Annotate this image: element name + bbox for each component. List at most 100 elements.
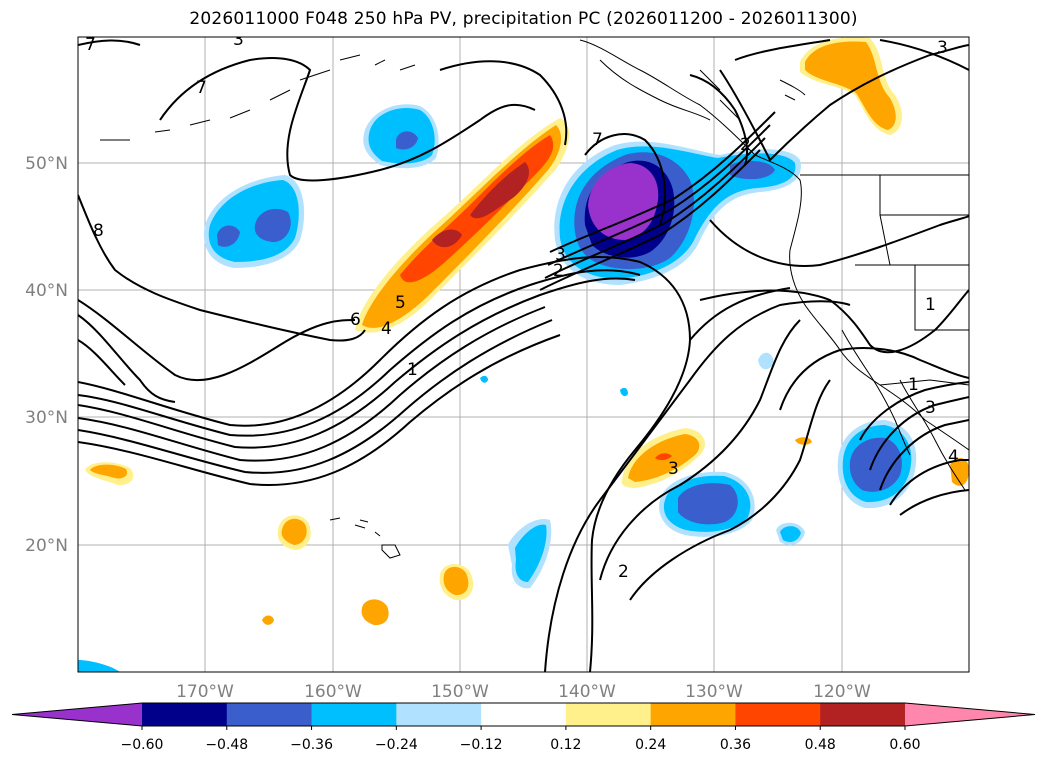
pv-contour-6 [78, 334, 561, 486]
colorbar-segment [311, 703, 397, 726]
lon-label: 170°W [176, 682, 234, 702]
pv-contour-east-trough1 [544, 300, 851, 672]
precip-neg-small-4 [78, 660, 120, 672]
pv-contour-east-trough2 [599, 319, 801, 581]
precip-pos-small-2b [443, 566, 469, 596]
pv-contour-2 [78, 269, 641, 437]
precip-pos-small-w-b [90, 464, 128, 479]
pv-label: 4 [381, 319, 392, 339]
precip-pos-small-1b [281, 518, 307, 545]
precip-neg-blob-060 [588, 163, 659, 240]
pv-label: 1 [925, 295, 936, 315]
precip-pos-band-048b [432, 229, 462, 248]
pv-label: 1 [908, 375, 919, 395]
precip-pos-small-4 [795, 437, 812, 445]
precip-pos-small-3 [361, 599, 389, 626]
colorbar-segment [226, 703, 313, 726]
precip-neg-nw1d [217, 225, 240, 247]
pv-label: 3 [233, 30, 244, 50]
pv-label: 7 [592, 130, 603, 150]
colorbar-segment [396, 703, 482, 726]
pv-label: 3 [668, 459, 679, 479]
precip-neg-small-1b [515, 524, 547, 582]
lon-label: 150°W [431, 682, 489, 702]
lon-label: 130°W [685, 682, 743, 702]
lon-label: 160°W [304, 682, 362, 702]
baja-coast [841, 329, 911, 456]
colorbar [11, 702, 1036, 727]
colorbar-segment [650, 703, 736, 726]
colorbar-tick-label: 0.12 [550, 737, 581, 753]
hawaii [329, 517, 401, 559]
precip-neg-nw2c [396, 131, 418, 150]
pv-contour-7-north [78, 39, 536, 182]
pv-contour-jet-b [544, 137, 766, 279]
pv-label: 3 [937, 38, 948, 58]
pv-label: 3 [925, 398, 936, 418]
pv-contour-west-lower [78, 314, 176, 403]
colorbar-segment [820, 703, 906, 726]
precip-neg-right-c [849, 437, 902, 492]
pv-contour-7-west [78, 299, 356, 382]
map-frame [77, 36, 970, 673]
pv-contour-jet-c [547, 124, 771, 266]
precip-neg-mid-c [678, 483, 738, 525]
pv-contour-east-circ3 [879, 419, 969, 491]
precip-neg-coast-036 [730, 160, 775, 180]
pv-label: 2 [553, 261, 564, 281]
pv-label: 6 [350, 310, 361, 330]
pv-contour-8 [78, 194, 366, 342]
canada-islands [779, 79, 806, 101]
colorbar-tick-label: 0.24 [635, 737, 666, 753]
colorbar-segment [735, 703, 821, 726]
lat-label: 40°N [25, 281, 68, 301]
lat-label: 20°N [25, 536, 68, 556]
north-america-coast [579, 39, 969, 451]
lat-label: 30°N [25, 408, 68, 428]
pv-contours [78, 39, 969, 672]
colorbar-tick-label: 0.60 [889, 737, 920, 753]
pv-label: 4 [948, 447, 959, 467]
pv-contour-1 [78, 255, 692, 672]
precip-neg-small-3 [758, 352, 774, 370]
colorbar-tick-label: −0.36 [290, 737, 333, 753]
pv-contour-4 [78, 306, 546, 462]
pv-label: 2 [618, 562, 629, 582]
colorbar-tick-label: −0.48 [205, 737, 248, 753]
colorbar-labels: −0.60 −0.48 −0.36 −0.24 −0.12 0.12 0.24 0.36 0.4… [121, 726, 921, 753]
colorbar-tick-label: 0.36 [720, 737, 751, 753]
alaska-coast [599, 59, 741, 121]
lon-labels: 170°W 160°W 150°W 140°W 130°W 120°W [176, 682, 871, 702]
us-state-borders [855, 175, 969, 331]
pv-label: 2 [740, 135, 751, 155]
colorbar-segment [481, 703, 567, 726]
precip-fields [78, 37, 969, 672]
pv-contour-east-circ2 [869, 396, 969, 471]
precip-pos-mid-c [655, 453, 672, 461]
colorbar-tick-label: −0.60 [121, 737, 164, 753]
precip-neg-small-6 [620, 387, 628, 397]
pv-labels: 7 7 8 6 5 4 3 2 1 1 1 3 2 3 4 3 2 7 3 [85, 30, 959, 582]
colorbar-extend-low [12, 703, 142, 726]
pv-contour-east-trough4 [779, 347, 969, 411]
lon-label: 140°W [558, 682, 616, 702]
aleutians [100, 54, 416, 141]
precip-pos-small-5 [950, 458, 969, 486]
pv-label: 3 [555, 245, 566, 265]
pv-label: 8 [93, 221, 104, 241]
pv-contour-3 [78, 277, 636, 449]
lat-label: 50°N [25, 154, 68, 174]
colorbar-tick-label: 0.48 [805, 737, 836, 753]
lon-label: 120°W [813, 682, 871, 702]
pv-label: 7 [196, 78, 207, 98]
pv-contour-west-lower2 [78, 339, 126, 386]
pv-contour-ne3 [689, 74, 748, 166]
precip-neg-small-5 [480, 375, 488, 383]
pv-contour-ne1 [719, 44, 969, 162]
colorbar-tick-label: −0.24 [375, 737, 418, 753]
pv-contour-east1 [709, 215, 969, 267]
pv-contour-east-trough3 [629, 379, 831, 601]
pv-contour-east-circ5 [899, 489, 969, 516]
colorbar-segment [565, 703, 652, 726]
